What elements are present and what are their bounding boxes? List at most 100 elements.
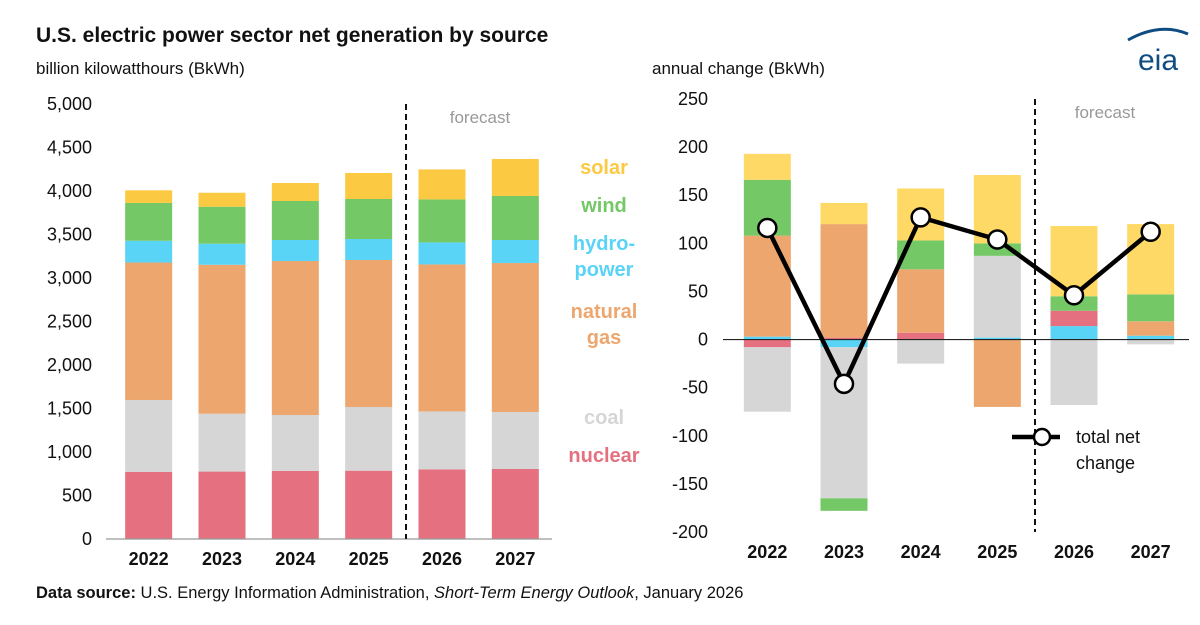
- bar-segment: [345, 470, 393, 539]
- bar-segment: [345, 259, 393, 408]
- x-tick-label: 2022: [747, 542, 787, 562]
- bar-segment: [1050, 326, 1098, 340]
- x-tick-label: 2025: [977, 542, 1017, 562]
- bar-segment: [973, 339, 1021, 407]
- bar-segment: [897, 269, 945, 333]
- bar-segment: [198, 243, 246, 265]
- y-tick-label: 0: [698, 330, 708, 350]
- footer: Data source: U.S. Energy Information Adm…: [36, 584, 743, 602]
- bar-segment: [271, 201, 319, 240]
- y-tick-label: 150: [678, 185, 708, 205]
- bar-segment: [418, 264, 466, 412]
- bar-segment: [198, 413, 246, 472]
- logo-arc: [1127, 27, 1189, 42]
- legend-label: hydro-power: [573, 233, 635, 281]
- bar-segment: [491, 468, 539, 539]
- bar-segment: [125, 262, 173, 400]
- y-tick-label: 1,500: [47, 399, 92, 419]
- bar-segment: [198, 206, 246, 244]
- bar-segment: [491, 158, 539, 196]
- bar-segment: [125, 471, 173, 539]
- bar-segment: [820, 337, 868, 340]
- bar-segment: [491, 239, 539, 264]
- bar-segment: [820, 347, 868, 499]
- line: [765, 215, 1153, 387]
- bar-segment: [973, 255, 1021, 338]
- legend-label: nuclear: [568, 445, 639, 467]
- x-tick-label: 2022: [129, 549, 169, 569]
- legend-marker: [1032, 427, 1052, 447]
- bar-segment: [271, 415, 319, 471]
- x-tick-label: 2023: [824, 542, 864, 562]
- bar-segment: [897, 332, 945, 340]
- x-tick-label: 2025: [349, 549, 389, 569]
- line-marker: [987, 229, 1008, 250]
- y-axis-label: annual change (BkWh): [652, 59, 825, 78]
- y-tick-label: 3,500: [47, 225, 92, 245]
- y-tick-label: -150: [672, 474, 708, 494]
- footer-text: U.S. Energy Information Administration,: [141, 584, 430, 602]
- x-tick-label: 2023: [202, 549, 242, 569]
- bar-segment: [491, 263, 539, 412]
- bar-segment: [491, 411, 539, 469]
- y-tick-label: 5,000: [47, 94, 92, 114]
- y-tick-label: 1,000: [47, 442, 92, 462]
- logo-text: eia: [1138, 44, 1178, 77]
- legend-label: wind: [580, 195, 627, 217]
- bar-segment: [198, 264, 246, 414]
- bar-segment: [125, 240, 173, 263]
- chart-panel: billion kilowatthours (BkWh) 0 500 1,000 1,5…: [36, 59, 640, 569]
- bar-segment: [418, 242, 466, 265]
- forecast-annotation: forecast: [1075, 103, 1136, 122]
- bar-segment: [973, 337, 1021, 340]
- x-tick-label: 2024: [901, 542, 941, 562]
- legend-label: solar: [580, 157, 628, 179]
- bar-segment: [820, 498, 868, 511]
- bar-segment: [743, 235, 791, 337]
- bar-segment: [418, 169, 466, 200]
- logo: eia: [1127, 27, 1189, 77]
- y-tick-label: 50: [688, 281, 708, 301]
- bar-segment: [491, 195, 539, 240]
- bar-segment: [271, 239, 319, 262]
- x-tick-label: 2026: [422, 549, 462, 569]
- forecast-annotation: forecast: [450, 108, 511, 127]
- bar-segment: [743, 336, 791, 340]
- bar-segment: [743, 347, 791, 412]
- y-tick-label: -200: [672, 522, 708, 542]
- y-tick-label: 0: [82, 529, 92, 549]
- bar-segment: [345, 199, 393, 240]
- bar-segment: [271, 182, 319, 202]
- y-tick-label: 2,500: [47, 312, 92, 332]
- x-tick-label: 2027: [495, 549, 535, 569]
- y-tick-label: 4,000: [47, 181, 92, 201]
- bar-segment: [1127, 294, 1175, 322]
- legend-label: natural gas: [571, 301, 638, 349]
- legend-label: total net change: [1076, 427, 1140, 473]
- x-tick-label: 2024: [275, 549, 315, 569]
- bar-segment: [198, 471, 246, 539]
- y-tick-label: 100: [678, 233, 708, 253]
- bar-segment: [897, 339, 945, 364]
- line-marker: [1063, 285, 1085, 306]
- line-marker: [757, 217, 778, 239]
- y-tick-label: -100: [672, 426, 708, 446]
- footer-label: Data source:: [36, 584, 136, 602]
- line-marker: [833, 373, 855, 395]
- chart-panel: annual change (BkWh) -200 -150 -100 -50 0 50 10…: [652, 59, 1189, 562]
- line-marker: [910, 207, 931, 228]
- bar-segment: [743, 153, 791, 180]
- y-tick-label: 4,500: [47, 138, 92, 158]
- bar-segment: [743, 339, 791, 348]
- legend-label: coal: [584, 407, 624, 429]
- bar-segment: [345, 407, 393, 471]
- bar-segment: [1127, 321, 1175, 336]
- bar-segment: [418, 199, 466, 243]
- bar-segment: [125, 399, 173, 472]
- y-tick-label: -50: [682, 378, 708, 398]
- bar-segment: [418, 411, 466, 470]
- bar-segment: [125, 190, 173, 203]
- bar-segment: [198, 192, 246, 207]
- bar-segment: [1050, 339, 1098, 405]
